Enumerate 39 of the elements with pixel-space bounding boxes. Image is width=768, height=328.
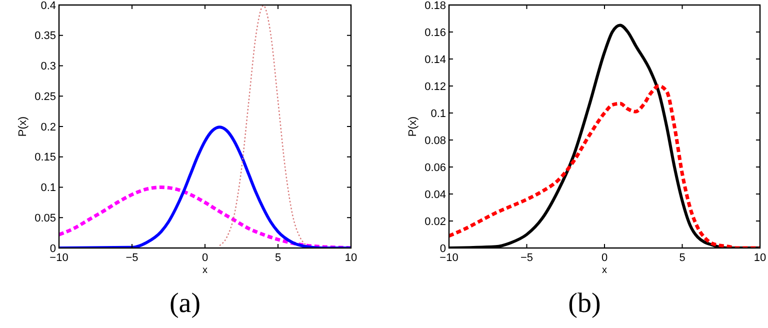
x-tick-label: 0 — [202, 252, 208, 264]
line-series — [59, 126, 351, 248]
y-tick-label: 0.1 — [40, 182, 56, 194]
y-tick-label: 0.08 — [424, 134, 446, 147]
y-tick-label: 0.05 — [34, 212, 56, 224]
y-tick-label: 0.25 — [34, 90, 56, 103]
y-tick-label: 0 — [440, 242, 446, 255]
line-series — [449, 84, 760, 248]
x-tick-label: −10 — [440, 252, 458, 264]
x-tick-label: −10 — [50, 252, 68, 264]
y-tick-label: 0.35 — [34, 30, 56, 42]
y-tick-label: 0.06 — [424, 162, 446, 174]
y-tick-label: 0.16 — [424, 26, 446, 39]
y-tick-label: 0.04 — [424, 188, 446, 201]
line-series — [219, 5, 308, 246]
x-axis-title: x — [202, 265, 208, 276]
x-tick-label: −5 — [520, 252, 534, 264]
x-tick-label: 0 — [601, 252, 608, 264]
x-tick-label: 5 — [274, 252, 282, 264]
y-axis-title: P(x) — [407, 116, 419, 137]
x-tick-label: −5 — [126, 252, 138, 264]
x-tick-label: 10 — [344, 252, 358, 264]
y-tick-label: 0.2 — [40, 121, 56, 134]
text: (a) — [169, 288, 201, 319]
y-tick-label: 0.15 — [34, 152, 56, 164]
y-tick-label: 0.4 — [40, 0, 56, 12]
text: (b) — [568, 288, 601, 319]
y-tick-label: 0.02 — [424, 216, 446, 228]
y-tick-label: 0.3 — [40, 60, 56, 73]
y-tick-label: 0 — [50, 242, 56, 255]
y-axis-title: P(x) — [17, 116, 29, 137]
y-tick-label: 0.18 — [424, 0, 446, 12]
x-axis-title: x — [602, 265, 607, 276]
y-tick-label: 0.1 — [430, 108, 446, 120]
y-tick-label: 0.12 — [424, 80, 446, 93]
y-tick-label: 0.14 — [424, 54, 446, 66]
x-tick-label: 5 — [679, 252, 686, 264]
line-series — [59, 186, 351, 248]
x-tick-label: 10 — [754, 252, 766, 264]
